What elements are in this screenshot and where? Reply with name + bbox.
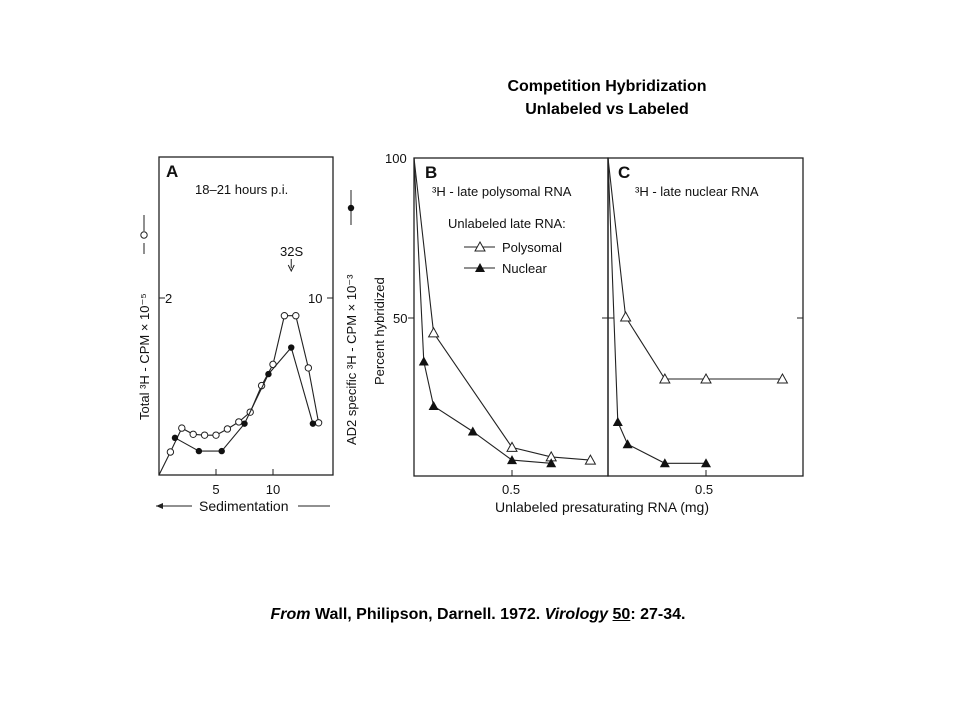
ytick-label-100: 100 [385, 151, 407, 166]
data-point [280, 312, 289, 320]
data-point [223, 425, 232, 433]
xtick-label: 10 [266, 482, 280, 497]
series-line [607, 157, 706, 464]
data-point [546, 458, 557, 468]
panel-b-letter: B [425, 163, 437, 182]
data-point [418, 356, 429, 366]
citation-from: From [270, 606, 311, 623]
legend-label-nuclear: Nuclear [502, 261, 547, 276]
citation-volume: 50 [612, 606, 631, 623]
arrow-down-icon [287, 264, 295, 273]
data-point [288, 344, 295, 351]
data-point [241, 420, 248, 427]
panel-a-annotation: 18–21 hours p.i. [195, 182, 288, 197]
legend-title: Unlabeled late RNA: [448, 216, 566, 231]
panel-c: C ³H - late nuclear RNA 0.5 Unlabeled pr… [495, 157, 804, 515]
citation: From Wall, Philipson, Darnell. 1972. Vir… [0, 606, 956, 624]
panel-c-xtick-label: 0.5 [695, 482, 713, 497]
data-point [189, 430, 197, 438]
data-point [700, 372, 712, 384]
panel-c-letter: C [618, 163, 630, 182]
data-point [507, 455, 517, 465]
panel-c-subtitle: ³H - late nuclear RNA [635, 184, 759, 199]
data-point [171, 434, 179, 442]
series-line [158, 315, 320, 476]
data-point [506, 441, 518, 452]
panel-a: A 18–21 hours p.i. 32S 5 10 2 10 Total ³H… [137, 156, 359, 514]
data-point [304, 364, 313, 372]
series-line [413, 157, 552, 464]
y-axis-label: Percent hybridized [372, 277, 387, 385]
filled-triangle-legend-icon [475, 263, 485, 272]
panel-a-letter: A [166, 162, 178, 181]
data-point [622, 439, 633, 449]
data-point [166, 448, 175, 456]
data-point [776, 372, 789, 384]
panel-b-frame [413, 157, 609, 477]
panel-b-subtitle: ³H - late polysomal RNA [432, 184, 572, 199]
ytick-label-50: 50 [393, 311, 407, 326]
arrow-left-icon [156, 503, 163, 509]
data-point [314, 419, 323, 427]
citation-pages: : 27-34. [630, 606, 686, 623]
data-point [427, 326, 440, 338]
right-axis-label: AD2 specific ³H - CPM × 10⁻³ [344, 274, 359, 445]
filled-circle-legend-icon [347, 204, 355, 212]
open-circle-legend-icon [140, 231, 148, 239]
legend-label-polysomal: Polysomal [502, 240, 562, 255]
right-ytick-label: 10 [308, 291, 322, 306]
figure-title-line2: Unlabeled vs Labeled [525, 101, 689, 118]
data-point [195, 447, 203, 455]
data-point [467, 426, 478, 436]
data-point [658, 372, 671, 384]
left-axis-label: Total ³H - CPM × 10⁻⁵ [137, 293, 152, 420]
citation-authors: Wall, Philipson, Darnell. 1972. [310, 606, 545, 623]
data-point [200, 431, 209, 439]
left-ytick-label: 2 [165, 291, 172, 306]
data-point [235, 418, 243, 426]
series-line [413, 157, 591, 461]
data-point [178, 424, 186, 432]
data-point [309, 420, 317, 427]
data-point [612, 416, 623, 426]
data-point [218, 447, 225, 455]
xtick-label: 5 [212, 482, 219, 497]
data-point [212, 431, 220, 439]
data-point [265, 370, 272, 378]
figure-title-line1: Competition Hybridization [507, 78, 707, 95]
data-point [292, 312, 300, 320]
panel-a-frame [158, 156, 334, 476]
data-point [659, 458, 670, 468]
panel-c-frame [607, 157, 804, 477]
x-axis-label: Unlabeled presaturating RNA (mg) [495, 499, 709, 515]
data-point [619, 310, 632, 322]
panel-b: B ³H - late polysomal RNA Unlabeled late… [372, 151, 609, 497]
marker-32s-label: 32S [280, 244, 303, 259]
citation-journal: Virology [544, 606, 609, 623]
data-point [701, 458, 711, 468]
open-triangle-legend-icon [474, 240, 486, 252]
data-point [584, 454, 597, 465]
panel-b-xtick-label: 0.5 [502, 482, 520, 497]
data-point [428, 401, 439, 411]
x-axis-label-sedimentation: Sedimentation [199, 498, 289, 514]
